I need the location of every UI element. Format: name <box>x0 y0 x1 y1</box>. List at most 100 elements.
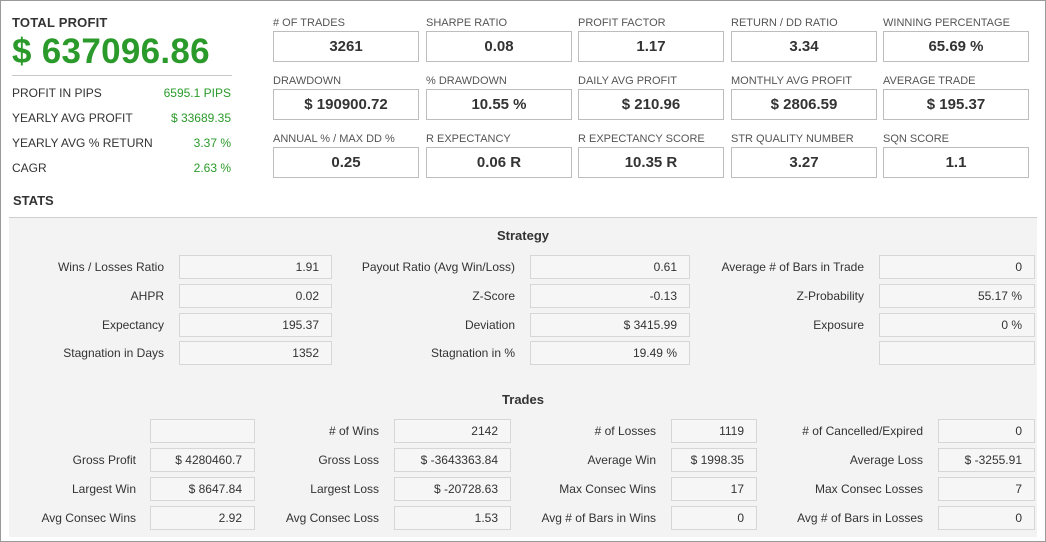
summary-divider <box>12 75 232 76</box>
metric-card: # OF TRADES 3261 <box>273 16 419 62</box>
trades-stat-label: Average Win <box>587 453 656 467</box>
trades-stat-label: Max Consec Wins <box>559 482 656 496</box>
trades-stat-label: Gross Loss <box>318 453 379 467</box>
metric-value: 1.1 <box>883 147 1029 178</box>
trades-stat-label <box>9 419 136 443</box>
trades-stat-value: $ -3643363.84 <box>394 448 511 472</box>
metric-label: STR QUALITY NUMBER <box>731 133 854 145</box>
trades-stat-value: $ -20728.63 <box>394 477 511 501</box>
trades-stat-value: 0 <box>671 506 757 530</box>
strategy-stat-label: Expectancy <box>101 318 164 332</box>
metric-value: $ 190900.72 <box>273 89 419 120</box>
metric-value: 10.55 % <box>426 89 572 120</box>
trades-stat-value: $ 1998.35 <box>671 448 757 472</box>
metric-card: DRAWDOWN $ 190900.72 <box>273 74 419 120</box>
summary-value: 3.37 % <box>193 136 231 150</box>
metric-value: 3261 <box>273 31 419 62</box>
summary-label: PROFIT IN PIPS <box>12 86 102 100</box>
strategy-section-title: Strategy <box>496 228 550 243</box>
strategy-stat-label: Payout Ratio (Avg Win/Loss) <box>361 260 515 274</box>
strategy-stat-label: Z-Score <box>472 289 515 303</box>
trades-stat-value: 0 <box>938 419 1035 443</box>
summary-label: YEARLY AVG % RETURN <box>12 136 153 150</box>
strategy-stat-label: Deviation <box>464 318 515 332</box>
metric-label: # OF TRADES <box>273 17 345 29</box>
metric-card: R EXPECTANCY SCORE 10.35 R <box>578 132 724 178</box>
trades-stat-label: Avg # of Bars in Wins <box>541 511 657 525</box>
trades-stat-label: Avg # of Bars in Losses <box>797 511 923 525</box>
strategy-stat-value: 19.49 % <box>530 341 690 365</box>
trades-stat-label: Max Consec Losses <box>814 482 923 496</box>
strategy-stat-value: 0.02 <box>179 284 332 308</box>
metric-card: AVERAGE TRADE $ 195.37 <box>883 74 1029 120</box>
summary-value: $ 33689.35 <box>170 111 231 125</box>
summary-value: 6595.1 PIPS <box>163 86 231 100</box>
total-profit-value: $ 637096.86 <box>12 32 210 71</box>
trades-stat-value: $ 8647.84 <box>150 477 255 501</box>
metric-card: SHARPE RATIO 0.08 <box>426 16 572 62</box>
metric-card: PROFIT FACTOR 1.17 <box>578 16 724 62</box>
summary-row-yearly-avg-return: YEARLY AVG % RETURN 3.37 % <box>12 131 232 156</box>
summary-row-yearly-avg-profit: YEARLY AVG PROFIT $ 33689.35 <box>12 106 232 131</box>
strategy-stat-value: 1352 <box>179 341 332 365</box>
strategy-stat-value <box>879 341 1035 365</box>
trades-stat-value: 0 <box>938 506 1035 530</box>
metric-label: % DRAWDOWN <box>426 75 507 87</box>
metric-value: 0.08 <box>426 31 572 62</box>
metric-card: MONTHLY AVG PROFIT $ 2806.59 <box>731 74 877 120</box>
metric-card: DAILY AVG PROFIT $ 210.96 <box>578 74 724 120</box>
metric-card: WINNING PERCENTAGE 65.69 % <box>883 16 1029 62</box>
metric-card: STR QUALITY NUMBER 3.27 <box>731 132 877 178</box>
trades-stat-label: # of Wins <box>328 424 379 438</box>
stats-panel: Strategy Trades Wins / Losses Ratio 1.91 P… <box>9 218 1037 537</box>
strategy-stat-label <box>690 341 864 365</box>
strategy-stat-value: 55.17 % <box>879 284 1035 308</box>
metric-label: DRAWDOWN <box>273 75 342 87</box>
strategy-stat-value: 1.91 <box>179 255 332 279</box>
trades-stat-value: 7 <box>938 477 1035 501</box>
metric-value: 10.35 R <box>578 147 724 178</box>
trades-section-title: Trades <box>502 392 544 407</box>
summary-row-cagr: CAGR 2.63 % <box>12 156 232 181</box>
strategy-stat-value: 0 <box>879 255 1035 279</box>
strategy-stat-label: Exposure <box>813 318 864 332</box>
stats-divider <box>9 217 1037 218</box>
trades-stat-value: 1.53 <box>394 506 511 530</box>
metric-value: 1.17 <box>578 31 724 62</box>
trades-stat-label: Avg Consec Wins <box>41 511 136 525</box>
trades-stat-label: Average Loss <box>849 453 923 467</box>
trades-stat-label: # of Losses <box>594 424 656 438</box>
trades-stat-label: Avg Consec Loss <box>285 511 379 525</box>
trades-stat-value: 2142 <box>394 419 511 443</box>
metric-card: SQN SCORE 1.1 <box>883 132 1029 178</box>
strategy-stat-value: 0.61 <box>530 255 690 279</box>
metric-card: % DRAWDOWN 10.55 % <box>426 74 572 120</box>
metric-label: SHARPE RATIO <box>426 17 508 29</box>
stats-heading: STATS <box>13 193 54 208</box>
trades-stat-value: $ 4280460.7 <box>150 448 255 472</box>
strategy-stat-value: -0.13 <box>530 284 690 308</box>
metric-value: 65.69 % <box>883 31 1029 62</box>
trades-stat-label: # of Cancelled/Expired <box>802 424 923 438</box>
metric-value: 0.25 <box>273 147 419 178</box>
metric-value: $ 210.96 <box>578 89 724 120</box>
trades-stat-value <box>150 419 255 443</box>
metric-value: $ 195.37 <box>883 89 1029 120</box>
metric-label: RETURN / DD RATIO <box>731 17 838 29</box>
trades-stat-value: 1119 <box>671 419 757 443</box>
metric-label: ANNUAL % / MAX DD % <box>273 133 395 145</box>
metric-label: DAILY AVG PROFIT <box>578 75 678 87</box>
strategy-stat-value: 195.37 <box>179 313 332 337</box>
profit-summary: TOTAL PROFIT $ 637096.86 PROFIT IN PIPS … <box>12 15 232 181</box>
strategy-stat-label: Average # of Bars in Trade <box>721 260 864 274</box>
strategy-stat-label: Stagnation in Days <box>63 346 164 360</box>
summary-row-profit-pips: PROFIT IN PIPS 6595.1 PIPS <box>12 81 232 106</box>
metric-value: 3.34 <box>731 31 877 62</box>
metric-card: RETURN / DD RATIO 3.34 <box>731 16 877 62</box>
trades-stat-value: $ -3255.91 <box>938 448 1035 472</box>
total-profit-label: TOTAL PROFIT <box>12 15 108 30</box>
trades-stat-value: 2.92 <box>150 506 255 530</box>
summary-label: CAGR <box>12 161 47 175</box>
strategy-stat-label: Wins / Losses Ratio <box>57 260 164 274</box>
